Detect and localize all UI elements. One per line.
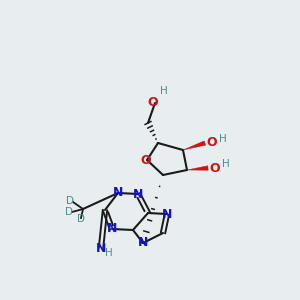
Text: N: N: [96, 242, 106, 254]
Text: O: O: [141, 154, 151, 166]
Text: H: H: [160, 86, 168, 96]
Text: N: N: [138, 236, 148, 250]
Text: H: H: [222, 159, 230, 169]
Polygon shape: [187, 166, 208, 170]
Text: O: O: [148, 97, 158, 110]
Text: D: D: [65, 207, 73, 217]
Text: N: N: [113, 187, 123, 200]
Text: H: H: [219, 134, 227, 144]
Text: N: N: [107, 223, 117, 236]
Text: N: N: [133, 188, 143, 200]
Text: D: D: [77, 214, 85, 224]
Text: O: O: [206, 136, 217, 149]
Text: O: O: [209, 161, 220, 175]
Text: H: H: [105, 248, 113, 258]
Text: N: N: [162, 208, 172, 220]
Text: D: D: [66, 196, 74, 206]
Polygon shape: [183, 141, 206, 150]
